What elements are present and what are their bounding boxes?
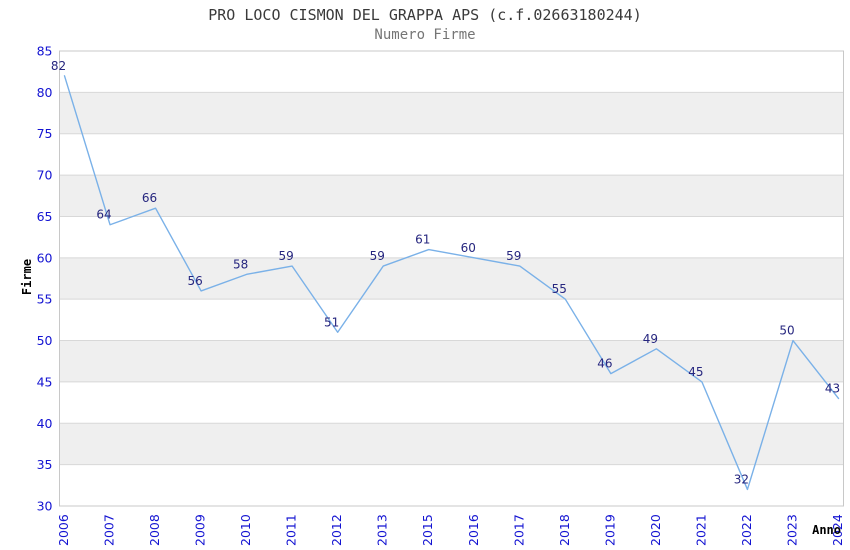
data-label: 58 — [233, 257, 248, 271]
x-tick-label: 2021 — [693, 514, 708, 546]
data-label: 82 — [51, 59, 66, 73]
data-line — [63, 75, 840, 491]
plot-band — [59, 92, 844, 134]
y-tick-label: 50 — [37, 333, 53, 348]
data-label: 49 — [643, 332, 658, 346]
data-label: 61 — [415, 233, 430, 247]
data-label: 64 — [96, 208, 111, 222]
data-label: 60 — [461, 241, 476, 255]
data-label: 50 — [779, 324, 794, 338]
data-label: 46 — [597, 357, 612, 371]
x-tick-label: 2015 — [420, 514, 435, 546]
y-tick-label: 45 — [37, 374, 53, 389]
y-tick-label: 70 — [37, 168, 53, 183]
x-tick-label: 2011 — [284, 514, 299, 546]
x-tick-label: 2012 — [329, 514, 344, 546]
x-tick-label: 2016 — [466, 514, 481, 546]
x-tick-label: 2019 — [602, 514, 617, 546]
x-tick-label: 2024 — [830, 514, 845, 546]
x-tick-label: 2007 — [102, 514, 117, 546]
y-axis-title: Firme — [20, 258, 34, 296]
x-tick-label: 2008 — [147, 514, 162, 546]
x-tick-label: 2017 — [511, 514, 526, 546]
chart-subtitle: Numero Firme — [374, 27, 476, 43]
y-tick-label: 55 — [37, 292, 53, 307]
data-label: 59 — [506, 249, 521, 263]
data-label: 51 — [324, 315, 339, 329]
plot-band — [59, 257, 844, 300]
data-label: 55 — [552, 282, 567, 296]
x-tick-label: 2023 — [784, 514, 799, 546]
x-axis-title: Anno — [812, 523, 841, 537]
data-label: 45 — [688, 365, 703, 379]
x-tick-label: 2020 — [648, 514, 663, 546]
data-label: 66 — [142, 191, 157, 205]
y-tick-label: 35 — [37, 457, 53, 472]
x-tick-label: 2013 — [375, 514, 390, 546]
data-label: 59 — [370, 249, 385, 263]
data-label: 43 — [825, 381, 840, 395]
y-tick-label: 85 — [37, 44, 53, 59]
x-tick-label: 2010 — [238, 514, 253, 546]
plot-band — [59, 423, 844, 465]
y-tick-label: 75 — [37, 126, 53, 141]
data-label: 56 — [187, 274, 202, 288]
y-tick-label: 60 — [37, 250, 53, 265]
x-tick-label: 2006 — [56, 514, 71, 546]
x-tick-label: 2022 — [739, 514, 754, 546]
y-tick-label: 40 — [37, 416, 53, 431]
chart-title: PRO LOCO CISMON DEL GRAPPA APS (c.f.0266… — [208, 6, 642, 24]
plot-band — [59, 340, 844, 382]
x-tick-label: 2018 — [557, 514, 572, 546]
data-label: 32 — [734, 472, 749, 486]
y-tick-label: 80 — [37, 85, 53, 100]
x-tick-label: 2009 — [193, 514, 208, 546]
data-label: 59 — [279, 249, 294, 263]
plot-band — [59, 175, 844, 217]
plot-border — [59, 50, 844, 507]
y-tick-label: 30 — [37, 499, 53, 514]
y-tick-label: 65 — [37, 209, 53, 224]
